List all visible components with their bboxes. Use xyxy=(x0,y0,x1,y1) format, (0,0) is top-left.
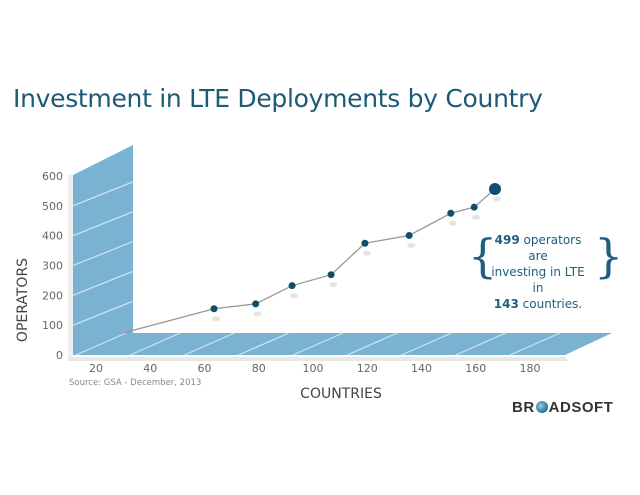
data-point xyxy=(405,231,413,239)
wall-gridline xyxy=(72,211,134,237)
x-tick-labels: 20 40 60 80 100 120 140 160 180 xyxy=(89,362,541,375)
y-tick-label: 0 xyxy=(56,349,63,362)
wall-gridline xyxy=(72,270,134,296)
floor-gridline xyxy=(75,332,127,356)
x-tick-label: 100 xyxy=(303,362,324,375)
point-shadow xyxy=(472,214,481,220)
data-point xyxy=(288,282,296,290)
wall-gridline xyxy=(72,181,134,207)
series-line-path xyxy=(122,188,496,334)
x-tick-label: 120 xyxy=(357,362,378,375)
point-shadow xyxy=(212,316,221,322)
floor-gridline xyxy=(130,332,181,356)
callout-line1: operators are xyxy=(519,233,582,263)
floor-gridline xyxy=(292,332,344,356)
callout-countries: 143 xyxy=(493,297,519,311)
floor-gridline xyxy=(401,332,452,356)
point-shadow xyxy=(448,220,457,226)
callout-operators: 499 xyxy=(494,233,520,247)
y-tick-label: 500 xyxy=(42,200,63,213)
floor-gridline xyxy=(238,332,289,356)
y-tick-labels: 0 100 200 300 400 500 600 xyxy=(42,170,63,362)
floor-gridline xyxy=(455,332,506,356)
data-point xyxy=(447,209,455,217)
back-wall xyxy=(73,145,133,355)
floor-gridlines xyxy=(75,332,561,356)
data-point xyxy=(252,300,260,308)
globe-icon xyxy=(535,401,548,413)
floor-edge xyxy=(68,357,568,361)
floor xyxy=(73,333,612,355)
x-axis-title: COUNTRIES xyxy=(300,386,382,402)
point-shadows xyxy=(212,196,501,322)
callout: { 499 operators are investing in LTE in … xyxy=(468,229,623,311)
data-point-highlight xyxy=(489,183,501,195)
logo-text-2: ADSOFT xyxy=(548,399,614,416)
data-points xyxy=(210,183,501,313)
data-point xyxy=(327,271,335,279)
point-shadow xyxy=(290,293,299,299)
right-brace-icon: } xyxy=(594,229,624,283)
y-axis-title: OPERATORS xyxy=(15,258,31,342)
series-line xyxy=(122,188,496,334)
source-note: Source: GSA - December, 2013 xyxy=(69,378,202,388)
y-tick-label: 200 xyxy=(42,289,63,302)
broadsoft-logo: BR ADSOFT xyxy=(512,399,613,416)
left-brace-icon: { xyxy=(468,229,498,283)
x-tick-label: 160 xyxy=(465,362,486,375)
floor-gridline xyxy=(509,332,561,356)
callout-line3: countries. xyxy=(518,297,583,311)
logo-text-1: BR xyxy=(512,399,535,416)
point-shadow xyxy=(493,196,501,202)
point-shadow xyxy=(329,282,338,288)
wall-gridlines xyxy=(72,181,134,326)
x-tick-label: 20 xyxy=(89,362,103,375)
y-tick-label: 100 xyxy=(42,319,63,332)
y-tick-label: 600 xyxy=(42,170,63,183)
point-shadow xyxy=(362,250,371,256)
wall-gridline xyxy=(72,240,134,267)
point-shadow xyxy=(407,242,416,248)
floor-gridline xyxy=(347,332,398,356)
wall-gridline xyxy=(72,300,134,326)
callout-line2: investing in LTE in xyxy=(491,265,585,295)
x-tick-label: 80 xyxy=(252,362,266,375)
x-tick-label: 60 xyxy=(198,362,212,375)
y-tick-label: 300 xyxy=(42,260,63,273)
floor-gridline xyxy=(184,332,235,356)
callout-text: 499 operators are investing in LTE in 14… xyxy=(484,232,592,312)
back-wall-edge xyxy=(68,175,73,357)
data-point xyxy=(361,239,369,247)
x-tick-label: 180 xyxy=(520,362,541,375)
data-point xyxy=(470,203,478,211)
x-tick-label: 40 xyxy=(143,362,157,375)
chart-title: Investment in LTE Deployments by Country xyxy=(13,84,543,113)
point-shadow xyxy=(253,311,262,317)
x-tick-label: 140 xyxy=(411,362,432,375)
y-tick-label: 400 xyxy=(42,230,63,243)
data-point xyxy=(210,305,218,313)
